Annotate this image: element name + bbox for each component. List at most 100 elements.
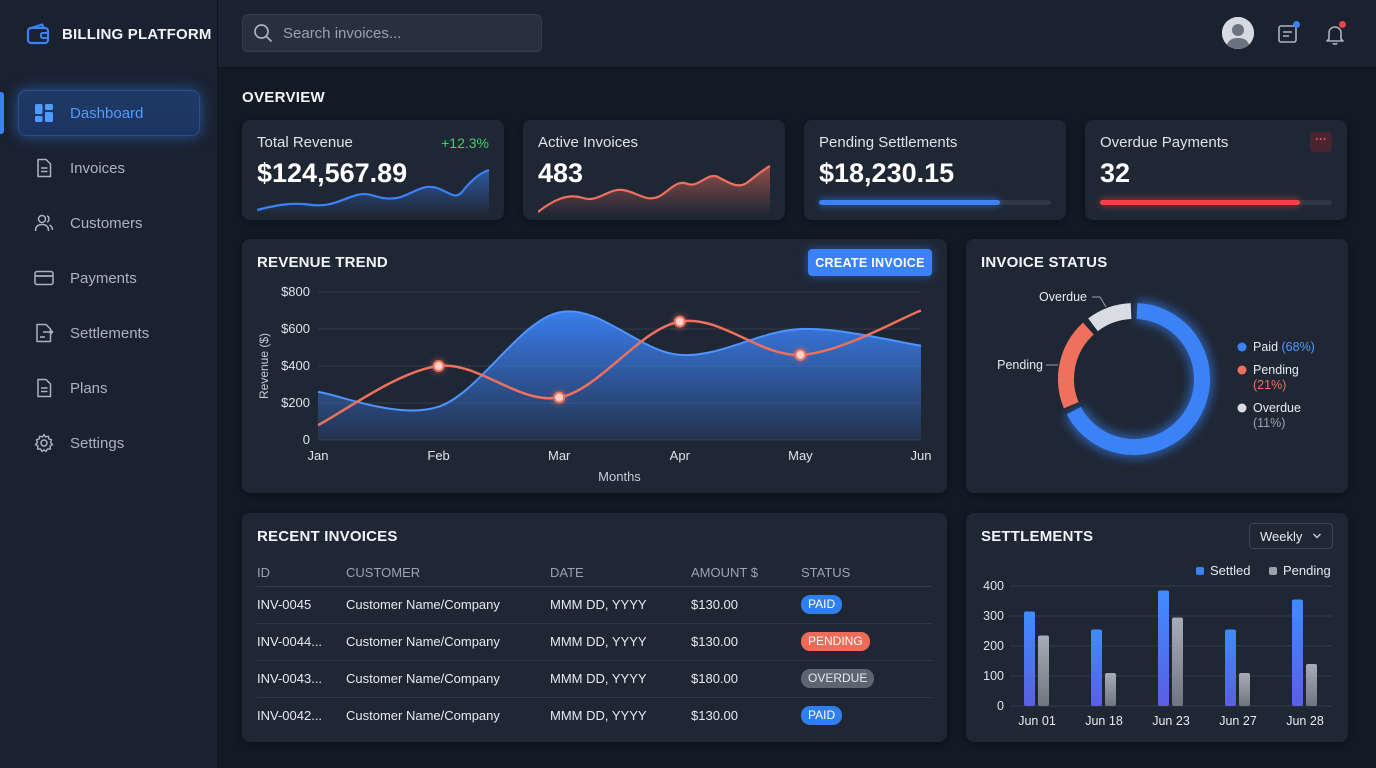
bar-settled <box>1024 611 1035 706</box>
bar-pending <box>1306 664 1317 706</box>
y-axis-label: Revenue ($) <box>257 333 271 399</box>
column-header[interactable]: AMOUNT $ <box>691 559 801 587</box>
sidebar-item-label: Customers <box>70 214 143 232</box>
column-header[interactable]: CUSTOMER <box>346 559 550 587</box>
sparkline <box>538 165 771 215</box>
legend-swatch <box>1196 566 1204 575</box>
sidebar-item-plans[interactable]: Plans <box>18 365 200 411</box>
avatar[interactable] <box>1222 17 1254 49</box>
callout-label: Overdue <box>1039 290 1087 304</box>
donut-slice-overdue <box>1088 303 1132 332</box>
more-options-button[interactable]: ··· <box>1310 132 1332 152</box>
search-box[interactable] <box>242 14 542 52</box>
message-indicator <box>1293 21 1300 28</box>
bar-settled <box>1292 599 1303 706</box>
revenue-chart: 0 $200 $400 $600 $800 Jan Feb Mar Apr May Jun Month… <box>257 284 932 484</box>
invoice-id[interactable]: INV-0045 <box>257 586 346 624</box>
bar-settled <box>1158 590 1169 706</box>
legend-dot <box>1237 342 1247 352</box>
y-tick-label: $400 <box>281 358 310 373</box>
brand[interactable]: BILLING PLATFORM <box>26 22 212 46</box>
y-tick-label: 300 <box>983 609 1004 623</box>
legend-settled: Settled <box>1196 563 1250 578</box>
x-tick-label: Jun 27 <box>1219 714 1257 728</box>
document-icon <box>37 158 52 178</box>
legend-swatch <box>1269 566 1277 575</box>
legend-label: Paid (68%) <box>1253 340 1315 354</box>
invoice-date: MMM DD, YYYY <box>550 708 647 724</box>
user-avatar-icon <box>1222 17 1254 49</box>
x-tick-label: Jun <box>911 448 932 463</box>
invoice-date: MMM DD, YYYY <box>550 660 691 698</box>
legend-dot <box>1237 365 1247 375</box>
invoice-id[interactable]: INV-0044... <box>257 623 346 661</box>
sidebar-item-settlements[interactable]: Settlements <box>18 310 200 356</box>
sidebar-item-payments[interactable]: Payments <box>18 255 200 301</box>
callout-label: Pending <box>997 358 1043 372</box>
y-tick-label: 100 <box>983 669 1004 683</box>
x-tick-label: Feb <box>427 448 449 463</box>
notification-indicator <box>1339 21 1346 28</box>
gear-icon <box>34 433 54 453</box>
messages-button[interactable] <box>1276 21 1300 46</box>
bar-pending <box>1105 673 1116 706</box>
search-icon <box>254 24 272 42</box>
table-row[interactable]: INV-0042... Customer Name/Company MMM DD… <box>257 697 932 734</box>
kpi-card-total-revenue[interactable]: Total Revenue +12.3% $124,567.89 <box>242 120 504 220</box>
y-tick-label: 0 <box>997 699 1004 713</box>
sidebar-item-customers[interactable]: Customers <box>18 200 200 246</box>
table-row[interactable]: INV-0045 Customer Name/Company MMM DD, Y… <box>257 586 932 624</box>
notifications-button[interactable] <box>1323 21 1347 46</box>
legend-label: Settled <box>1210 563 1251 578</box>
kpi-label: Overdue Payments <box>1100 134 1229 151</box>
sidebar-item-label: Dashboard <box>70 104 144 122</box>
topbar <box>218 0 1376 68</box>
kpi-card-overdue-payments[interactable]: Overdue Payments ··· 32 <box>1085 120 1347 220</box>
legend-label: Pending <box>1253 363 1299 377</box>
invoice-status-card: INVOICE STATUS Overdue Pending Paid (68%) P… <box>966 239 1348 493</box>
recent-invoices-card: RECENT INVOICES ID CUSTOMER DATE AMOUNT … <box>242 513 947 742</box>
sidebar-item-invoices[interactable]: Invoices <box>18 145 200 191</box>
sidebar-item-settings[interactable]: Settings <box>18 420 200 466</box>
card-title: REVENUE TREND <box>257 254 388 271</box>
table-row[interactable]: INV-0043... Customer Name/Company MMM DD… <box>257 660 932 698</box>
invoice-id[interactable]: INV-0042... <box>257 708 323 724</box>
table-header-row: ID CUSTOMER DATE AMOUNT $ STATUS <box>257 559 932 587</box>
invoice-amount: $130.00 <box>691 623 801 661</box>
sidebar-item-dashboard[interactable]: Dashboard <box>0 90 200 136</box>
sidebar-item-label: Invoices <box>70 159 126 177</box>
data-point <box>432 360 445 372</box>
column-header[interactable]: STATUS <box>801 559 932 587</box>
invoices-table: ID CUSTOMER DATE AMOUNT $ STATUS INV-004… <box>257 559 932 734</box>
x-tick-label: Mar <box>548 448 571 463</box>
invoice-id[interactable]: INV-0043... <box>257 660 346 698</box>
document-icon <box>37 378 52 398</box>
sidebar-nav: Dashboard Invoices Customers Payments <box>0 90 218 475</box>
invoice-customer: Customer Name/Company <box>346 708 500 724</box>
invoice-customer: Customer Name/Company <box>346 586 550 624</box>
kpi-card-active-invoices[interactable]: Active Invoices 483 <box>523 120 785 220</box>
wallet-icon <box>26 23 50 45</box>
column-header[interactable]: ID <box>257 559 346 587</box>
x-axis-label: Months <box>598 469 641 484</box>
x-tick-label: Jun 23 <box>1152 714 1190 728</box>
kpi-label: Total Revenue <box>257 134 353 151</box>
sidebar-item-label: Payments <box>70 269 137 287</box>
users-icon <box>34 214 54 232</box>
table-row[interactable]: INV-0044... Customer Name/Company MMM DD… <box>257 623 932 661</box>
column-header[interactable]: DATE <box>550 559 691 587</box>
donut-slice-paid <box>1066 303 1210 455</box>
kpi-card-pending-settlements[interactable]: Pending Settlements $18,230.15 <box>804 120 1066 220</box>
search-input[interactable] <box>283 24 523 42</box>
y-tick-label: 200 <box>983 639 1004 653</box>
y-tick-label: $600 <box>281 321 310 336</box>
kpi-value: $124,567.89 <box>257 158 408 188</box>
data-point <box>673 315 686 328</box>
period-select-value: Weekly <box>1260 528 1303 544</box>
period-select[interactable]: Weekly <box>1249 523 1333 549</box>
create-invoice-button[interactable]: CREATE INVOICE <box>808 249 932 276</box>
sidebar-item-label: Settings <box>70 434 125 452</box>
series-line <box>317 309 922 427</box>
y-tick-label: $800 <box>281 284 310 299</box>
